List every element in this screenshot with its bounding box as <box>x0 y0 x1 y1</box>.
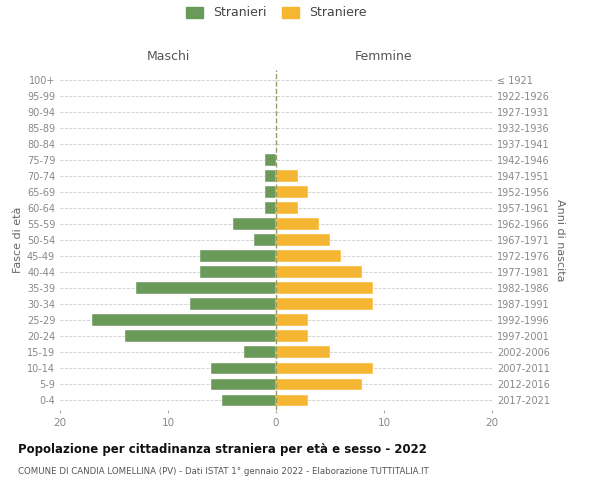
Text: Popolazione per cittadinanza straniera per età e sesso - 2022: Popolazione per cittadinanza straniera p… <box>18 442 427 456</box>
Bar <box>276 314 308 326</box>
Text: Maschi: Maschi <box>146 50 190 62</box>
Bar <box>276 234 330 246</box>
Bar <box>222 394 276 406</box>
Bar <box>265 202 276 213</box>
Bar <box>276 250 341 262</box>
Bar <box>276 394 308 406</box>
Bar <box>211 362 276 374</box>
Bar <box>190 298 276 310</box>
Bar <box>244 346 276 358</box>
Bar <box>276 202 298 213</box>
Bar <box>276 282 373 294</box>
Bar <box>276 266 362 278</box>
Legend: Stranieri, Straniere: Stranieri, Straniere <box>181 2 371 24</box>
Bar <box>276 346 330 358</box>
Bar <box>136 282 276 294</box>
Bar <box>265 170 276 181</box>
Bar <box>265 154 276 166</box>
Y-axis label: Fasce di età: Fasce di età <box>13 207 23 273</box>
Bar <box>276 186 308 198</box>
Bar <box>276 298 373 310</box>
Text: Femmine: Femmine <box>355 50 413 62</box>
Bar <box>211 378 276 390</box>
Y-axis label: Anni di nascita: Anni di nascita <box>556 198 565 281</box>
Bar <box>276 218 319 230</box>
Bar <box>125 330 276 342</box>
Bar <box>276 170 298 181</box>
Bar <box>276 378 362 390</box>
Bar <box>276 362 373 374</box>
Bar <box>200 266 276 278</box>
Bar <box>254 234 276 246</box>
Bar <box>200 250 276 262</box>
Bar <box>92 314 276 326</box>
Text: COMUNE DI CANDIA LOMELLINA (PV) - Dati ISTAT 1° gennaio 2022 - Elaborazione TUTT: COMUNE DI CANDIA LOMELLINA (PV) - Dati I… <box>18 468 429 476</box>
Bar <box>276 330 308 342</box>
Bar <box>233 218 276 230</box>
Bar <box>265 186 276 198</box>
